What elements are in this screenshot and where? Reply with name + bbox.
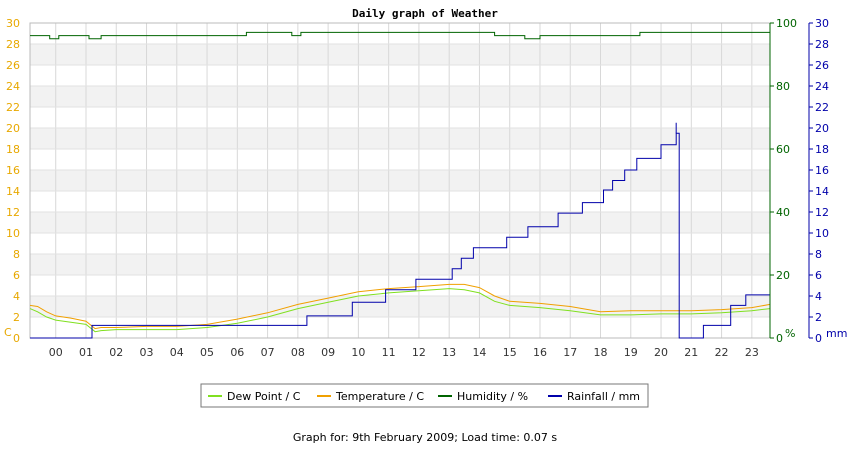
x-axis-tick-label: 21 bbox=[684, 346, 698, 359]
grid-band bbox=[30, 149, 770, 170]
left-axis-tick-label: 18 bbox=[6, 143, 20, 156]
series-line-1 bbox=[29, 288, 771, 333]
right-axis-tick-label: 10 bbox=[815, 227, 829, 240]
x-axis-tick-label: 02 bbox=[109, 346, 123, 359]
grid-band bbox=[30, 317, 770, 338]
x-axis-tick-label: 16 bbox=[533, 346, 547, 359]
x-axis-tick-label: 08 bbox=[291, 346, 305, 359]
legend-label-2: Temperature / C bbox=[335, 390, 424, 403]
legend-label-3: Humidity / % bbox=[457, 390, 528, 403]
grid-band bbox=[30, 233, 770, 254]
mid-axis-tick-label: 100 bbox=[776, 17, 797, 30]
right-axis-tick-label: 28 bbox=[815, 38, 829, 51]
right-axis-tick-label: 26 bbox=[815, 59, 829, 72]
legend-box bbox=[200, 383, 649, 408]
right-axis-tick-label: 0 bbox=[815, 332, 822, 345]
right-axis-tick-label: 12 bbox=[815, 206, 829, 219]
left-axis-tick-label: 8 bbox=[13, 248, 20, 261]
grid-band bbox=[30, 212, 770, 233]
right-axis-tick-label: 18 bbox=[815, 143, 829, 156]
right-axis-tick-label: 24 bbox=[815, 80, 829, 93]
left-axis-tick-label: 14 bbox=[6, 185, 20, 198]
left-axis-tick-label: 20 bbox=[6, 122, 20, 135]
right-axis-tick-label: 22 bbox=[815, 101, 829, 114]
grid-band bbox=[30, 128, 770, 149]
right-axis-tick-label: 16 bbox=[815, 164, 829, 177]
grid-band bbox=[30, 296, 770, 317]
series-line-4 bbox=[30, 132, 770, 339]
left-axis-tick-label: 30 bbox=[6, 17, 20, 30]
series-line-2 bbox=[29, 283, 771, 330]
x-axis-tick-label: 00 bbox=[49, 346, 63, 359]
grid-band bbox=[30, 170, 770, 191]
left-axis-tick-label: 22 bbox=[6, 101, 20, 114]
left-axis-tick-label: 10 bbox=[6, 227, 20, 240]
right-axis-unit: mm bbox=[826, 327, 847, 340]
right-axis-tick-label: 6 bbox=[815, 269, 822, 282]
grid-band bbox=[30, 275, 770, 296]
left-axis-tick-label: 16 bbox=[6, 164, 20, 177]
left-axis-tick-label: 6 bbox=[13, 269, 20, 282]
x-axis-tick-label: 05 bbox=[200, 346, 214, 359]
left-axis-tick-label: 28 bbox=[6, 38, 20, 51]
x-axis-tick-label: 01 bbox=[79, 346, 93, 359]
x-axis-tick-label: 13 bbox=[442, 346, 456, 359]
plot-series bbox=[29, 31, 771, 339]
right-axis-tick-label: 4 bbox=[815, 290, 822, 303]
right-axis-tick-label: 8 bbox=[815, 248, 822, 261]
legend-label-1: Dew Point / C bbox=[227, 390, 301, 403]
left-axis-tick-label: 0 bbox=[13, 332, 20, 345]
right-axis-tick-label: 14 bbox=[815, 185, 829, 198]
grid-band bbox=[30, 86, 770, 107]
grid-band bbox=[30, 65, 770, 86]
plot-grid bbox=[29, 22, 771, 339]
left-axis-tick-label: 26 bbox=[6, 59, 20, 72]
x-axis-tick-label: 09 bbox=[321, 346, 335, 359]
x-axis-tick-label: 19 bbox=[624, 346, 638, 359]
mid-axis-tick-label: 40 bbox=[776, 206, 790, 219]
grid-band bbox=[30, 44, 770, 65]
chart-title: Daily graph of Weather bbox=[352, 7, 498, 20]
left-axis-tick-label: 24 bbox=[6, 80, 20, 93]
x-axis-tick-label: 06 bbox=[230, 346, 244, 359]
x-axis-tick-label: 20 bbox=[654, 346, 668, 359]
grid-band bbox=[30, 23, 770, 44]
left-axis-tick-label: 12 bbox=[6, 206, 20, 219]
x-axis-tick-label: 04 bbox=[170, 346, 184, 359]
x-axis-tick-label: 15 bbox=[503, 346, 517, 359]
x-axis-tick-label: 18 bbox=[594, 346, 608, 359]
footer-text: Graph for: 9th February 2009; Load time:… bbox=[293, 431, 558, 444]
right-axis-tick-label: 20 bbox=[815, 122, 829, 135]
x-axis-tick-label: 07 bbox=[261, 346, 275, 359]
x-axis-tick-label: 17 bbox=[563, 346, 577, 359]
plot-bands bbox=[30, 23, 770, 338]
grid-band bbox=[30, 107, 770, 128]
x-axis-tick-label: 11 bbox=[382, 346, 396, 359]
x-axis-tick-label: 14 bbox=[472, 346, 486, 359]
right-axis-tick-label: 30 bbox=[815, 17, 829, 30]
left-axis-unit: C bbox=[4, 326, 12, 339]
x-axis-tick-label: 10 bbox=[351, 346, 365, 359]
x-axis-tick-label: 23 bbox=[745, 346, 759, 359]
mid-axis-unit: % bbox=[785, 327, 795, 340]
left-axis-tick-label: 4 bbox=[13, 290, 20, 303]
left-axis-tick-label: 2 bbox=[13, 311, 20, 324]
right-axis-tick-label: 2 bbox=[815, 311, 822, 324]
plot-axes: 0246810121416182022242628300204060801000… bbox=[6, 17, 829, 359]
mid-axis-tick-label: 20 bbox=[776, 269, 790, 282]
x-axis-tick-label: 22 bbox=[715, 346, 729, 359]
legend-label-4: Rainfall / mm bbox=[567, 390, 640, 403]
mid-axis-tick-label: 80 bbox=[776, 80, 790, 93]
grid-band bbox=[30, 254, 770, 275]
series-line-3 bbox=[30, 31, 770, 40]
mid-axis-tick-label: 0 bbox=[776, 332, 783, 345]
x-axis-tick-label: 12 bbox=[412, 346, 426, 359]
legend: Dew Point / C Temperature / C Humidity / %… bbox=[200, 383, 649, 408]
grid-band bbox=[30, 191, 770, 212]
x-axis-tick-label: 03 bbox=[140, 346, 154, 359]
mid-axis-tick-label: 60 bbox=[776, 143, 790, 156]
